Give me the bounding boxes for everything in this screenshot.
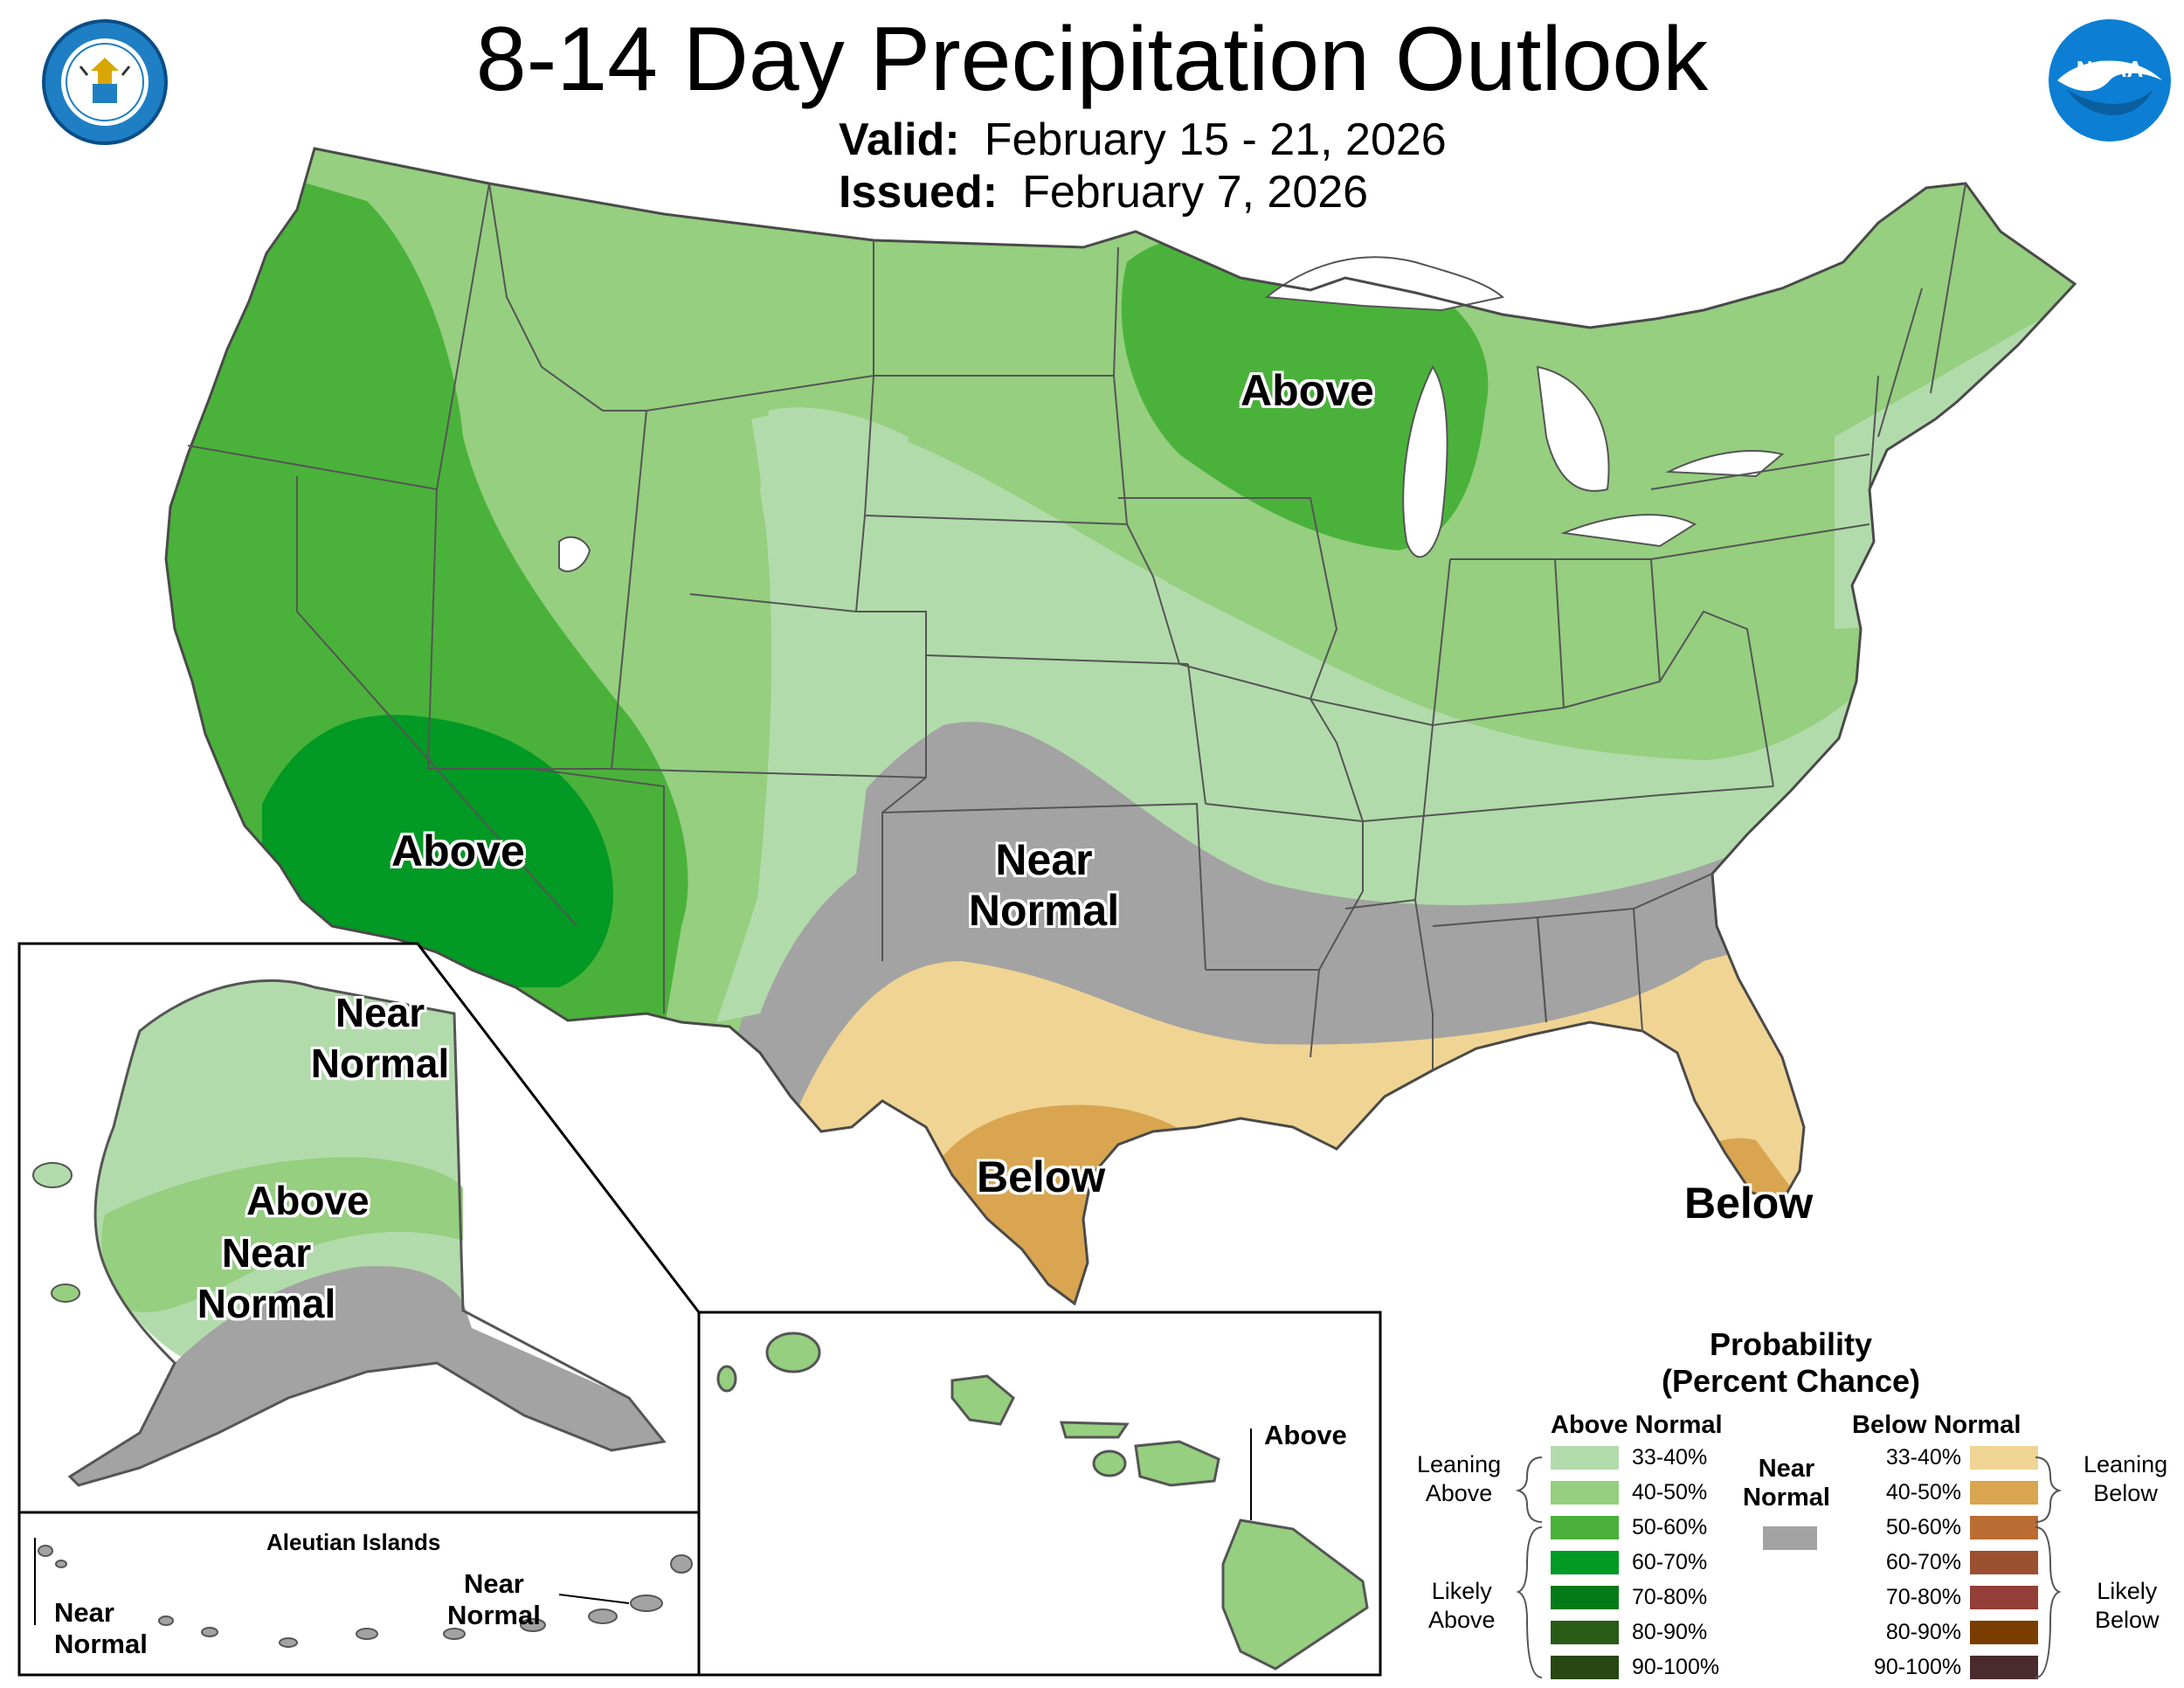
issued-label: Issued: bbox=[839, 167, 999, 218]
label-above-midwest: Above bbox=[1241, 366, 1374, 415]
legend-near-line1: Near bbox=[1758, 1455, 1815, 1483]
label-aleutian-near-normal-east: Near Normal bbox=[447, 1568, 541, 1631]
legend-above-label-4: 70-80% bbox=[1632, 1585, 1708, 1609]
label-alaska-near-normal-north: Near Normal bbox=[301, 987, 459, 1089]
noaa-logo: NOAA bbox=[2049, 19, 2171, 142]
legend-above-swatch-3 bbox=[1551, 1551, 1619, 1574]
label-alaska-near-normal-south: Near Normal bbox=[188, 1228, 345, 1329]
aleutian-inset bbox=[17, 1511, 701, 1677]
legend-below-label-1: 40-50% bbox=[1885, 1480, 1961, 1505]
label-normal: Normal bbox=[54, 1629, 148, 1659]
legend-likely-above: Likely Above bbox=[1428, 1577, 1496, 1635]
commerce-seal-logo bbox=[42, 19, 168, 145]
legend-likely-above-line1: Likely bbox=[1431, 1578, 1492, 1604]
legend-below-label-5: 80-90% bbox=[1885, 1620, 1961, 1644]
conus-outline bbox=[164, 147, 2077, 1306]
alaska-inset bbox=[17, 942, 701, 1514]
label-near-normal-plains: Near Normal bbox=[965, 834, 1123, 936]
legend-below-label-3: 60-70% bbox=[1885, 1550, 1961, 1574]
noaa-logo-text: NOAA bbox=[2076, 56, 2144, 82]
legend-above-swatch-1 bbox=[1551, 1481, 1619, 1505]
label-near: Near bbox=[335, 990, 425, 1035]
legend-leaning-below: Leaning Below bbox=[2084, 1450, 2167, 1508]
label-below-florida: Below bbox=[1684, 1179, 1814, 1228]
label-aleutian-near-normal-west: Near Normal bbox=[54, 1597, 148, 1660]
label-normal: Normal bbox=[447, 1600, 541, 1630]
legend-below-swatch-3 bbox=[1970, 1551, 2038, 1574]
legend-likely-below-line1: Likely bbox=[2097, 1578, 2158, 1604]
legend-below-label-6: 90-100% bbox=[1874, 1655, 1962, 1679]
issued-line: Issued: February 7, 2026 bbox=[839, 166, 1368, 218]
legend-likely-below: Likely Below bbox=[2095, 1577, 2160, 1635]
legend-above-swatch-0 bbox=[1551, 1446, 1619, 1470]
label-near: Near bbox=[221, 1230, 312, 1276]
legend-title: Probability (Percent Chance) bbox=[1642, 1326, 1939, 1400]
legend-below-swatch-4 bbox=[1970, 1586, 2038, 1609]
maui bbox=[1134, 1440, 1220, 1487]
valid-line: Valid: February 15 - 21, 2026 bbox=[839, 114, 1447, 166]
legend-below-label-0: 33-40% bbox=[1885, 1445, 1961, 1470]
legend-above-swatch-2 bbox=[1551, 1516, 1619, 1539]
aleutian-title: Aleutian Islands bbox=[266, 1529, 441, 1555]
legend-likely-above-line2: Above bbox=[1428, 1607, 1496, 1633]
label-alaska-above: Above bbox=[246, 1178, 370, 1223]
valid-label: Valid: bbox=[839, 114, 960, 165]
great-lakes bbox=[558, 256, 1785, 572]
state-boundaries bbox=[187, 183, 1966, 1070]
label-normal: Normal bbox=[197, 1281, 336, 1326]
label-near: Near bbox=[995, 835, 1093, 884]
legend-leaning-above-line2: Above bbox=[1425, 1480, 1493, 1506]
niihau bbox=[716, 1365, 737, 1393]
legend-above-swatch-5 bbox=[1551, 1621, 1619, 1644]
legend-below-header: Below Normal bbox=[1852, 1411, 2022, 1439]
legend-leaning-below-line2: Below bbox=[2093, 1480, 2158, 1506]
legend-above-label-3: 60-70% bbox=[1632, 1550, 1708, 1574]
legend-below-swatch-5 bbox=[1970, 1621, 2038, 1644]
hawaii-inset bbox=[697, 1311, 1382, 1677]
legend-above-label-1: 40-50% bbox=[1632, 1480, 1708, 1505]
issued-value: February 7, 2026 bbox=[1022, 167, 1369, 218]
legend-leaning-below-line1: Leaning bbox=[2084, 1451, 2168, 1477]
legend-below-swatch-1 bbox=[1970, 1481, 2038, 1505]
valid-value: February 15 - 21, 2026 bbox=[984, 114, 1447, 165]
label-normal: Normal bbox=[310, 1041, 450, 1086]
legend-above-label-0: 33-40% bbox=[1632, 1445, 1708, 1470]
legend-below-swatch-0 bbox=[1970, 1446, 2038, 1470]
legend-above-label-2: 50-60% bbox=[1632, 1515, 1708, 1539]
legend-title-line1: Probability bbox=[1709, 1326, 1873, 1362]
legend-below-label-4: 70-80% bbox=[1885, 1585, 1961, 1609]
oahu bbox=[950, 1374, 1015, 1426]
label-near: Near bbox=[54, 1597, 114, 1628]
big-island bbox=[1221, 1519, 1369, 1671]
legend-likely-below-line2: Below bbox=[2095, 1607, 2160, 1633]
legend-above-label-6: 90-100% bbox=[1632, 1655, 1720, 1679]
legend-near-line2: Normal bbox=[1743, 1484, 1830, 1512]
label-near: Near bbox=[463, 1568, 524, 1599]
map-title: 8-14 Day Precipitation Outlook bbox=[475, 9, 1709, 110]
kauai bbox=[765, 1332, 821, 1373]
molokai bbox=[1059, 1421, 1130, 1439]
label-above-southwest: Above bbox=[391, 827, 525, 875]
legend-title-line2: (Percent Chance) bbox=[1661, 1363, 1921, 1399]
legend-above-swatch-4 bbox=[1551, 1586, 1619, 1609]
conus-probability-fill bbox=[166, 149, 2075, 1304]
label-hawaii-above: Above bbox=[1264, 1420, 1347, 1450]
label-below-texas: Below bbox=[977, 1152, 1106, 1201]
legend-leaning-above-line1: Leaning bbox=[1417, 1451, 1502, 1477]
legend-above-swatch-6 bbox=[1551, 1656, 1619, 1679]
legend-near-normal-label: Near Normal bbox=[1743, 1455, 1830, 1512]
label-normal: Normal bbox=[968, 886, 1120, 935]
lanai bbox=[1092, 1449, 1127, 1477]
legend-below-label-2: 50-60% bbox=[1885, 1515, 1961, 1539]
legend-leaning-above: Leaning Above bbox=[1417, 1450, 1501, 1508]
legend-below-swatch-6 bbox=[1970, 1656, 2038, 1679]
legend-below-swatch-2 bbox=[1970, 1516, 2038, 1539]
legend-above-label-5: 80-90% bbox=[1632, 1620, 1708, 1644]
legend-above-header: Above Normal bbox=[1551, 1411, 1723, 1439]
legend-near-normal-swatch bbox=[1763, 1526, 1817, 1550]
